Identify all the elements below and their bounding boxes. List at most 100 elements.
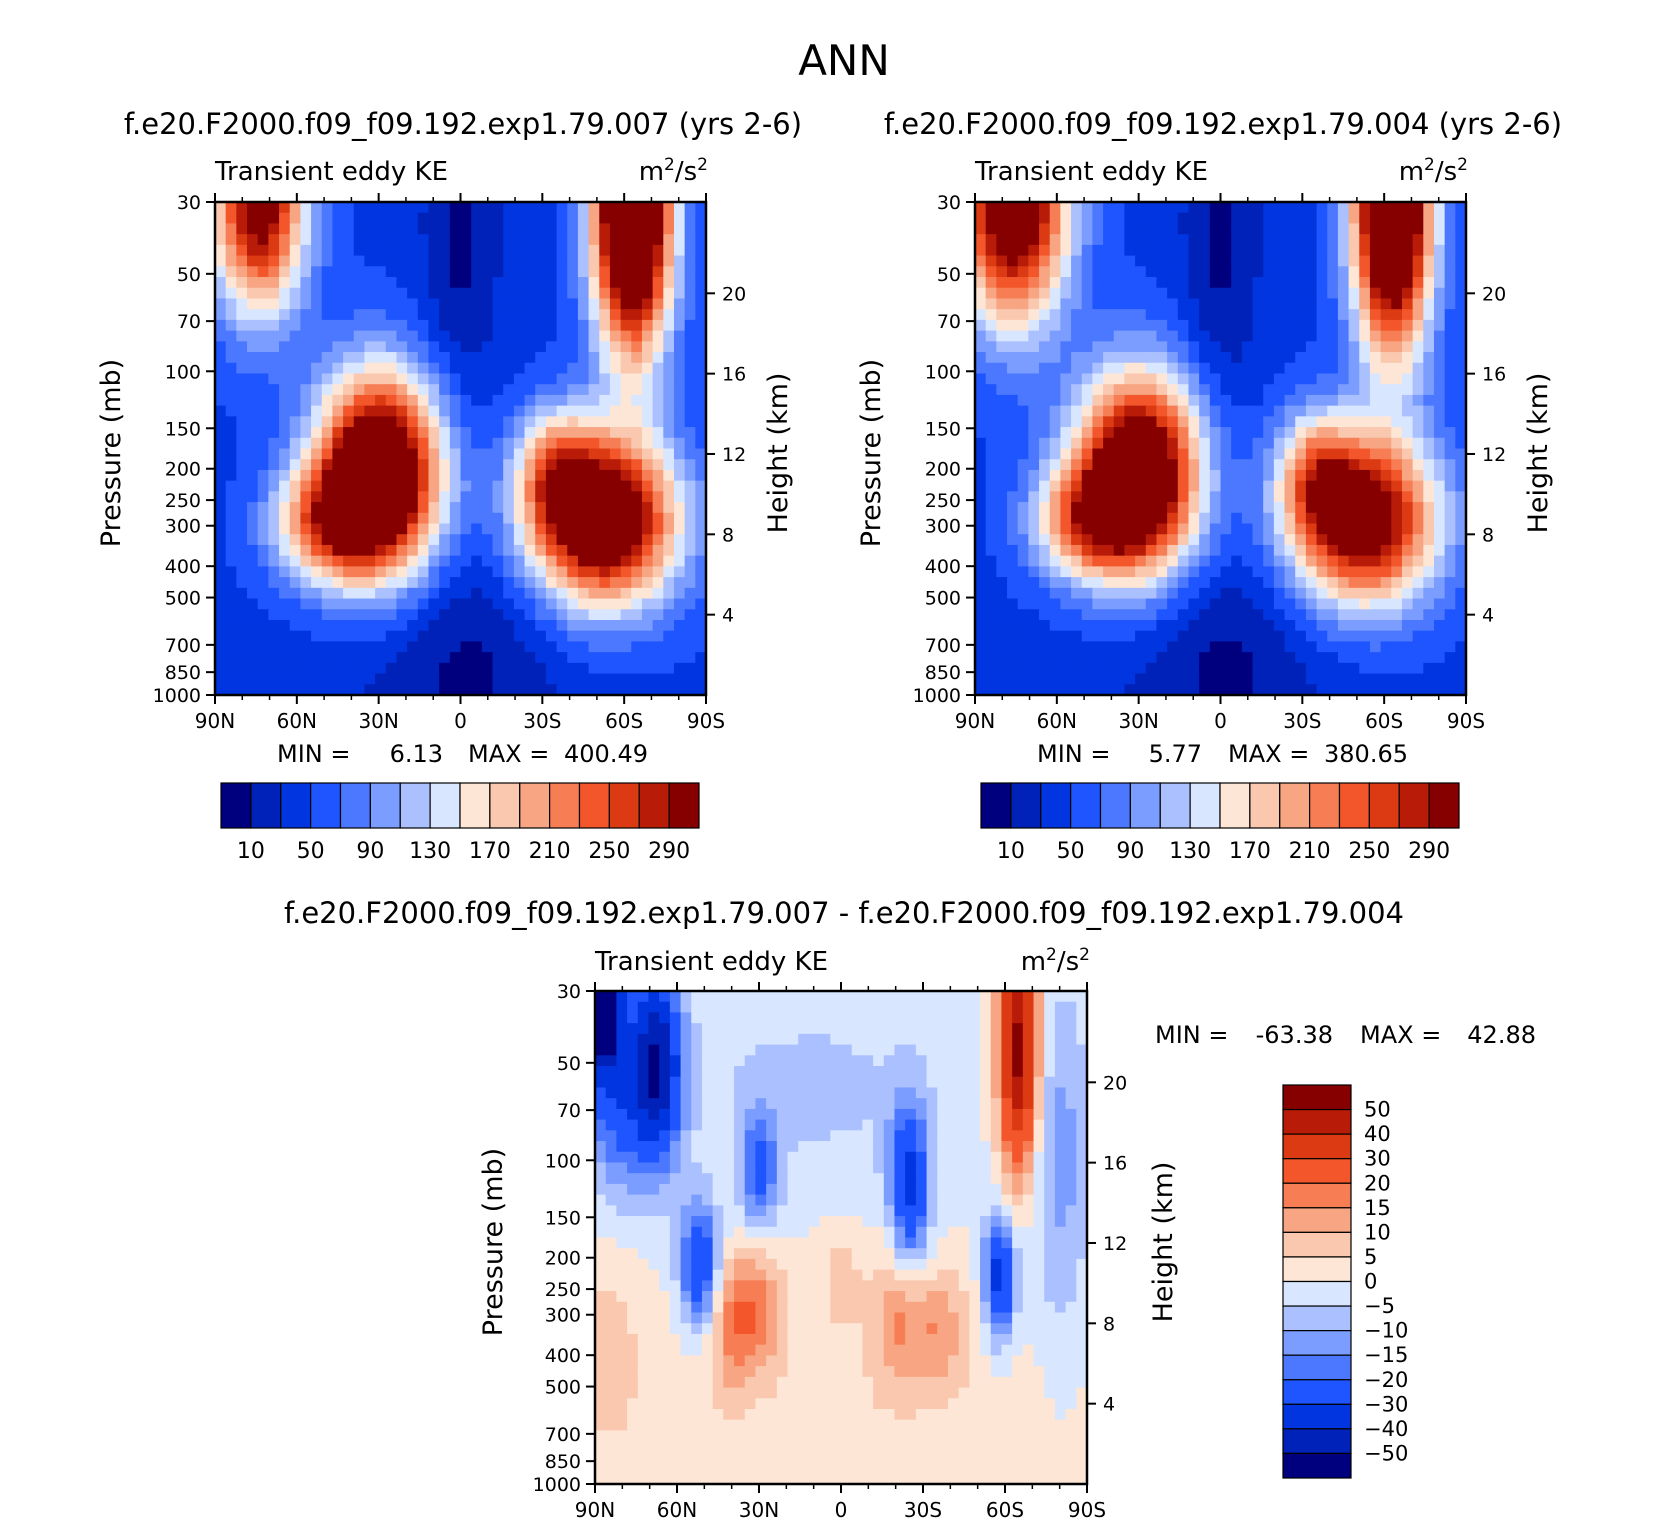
contour-cell <box>247 566 259 578</box>
contour-cell <box>460 630 472 643</box>
contour-cell <box>513 673 526 685</box>
contour-cell <box>1327 512 1339 525</box>
contour-cell <box>969 1055 981 1067</box>
contour-cell <box>428 469 440 482</box>
contour-cell <box>652 523 664 535</box>
contour-cell <box>343 309 355 321</box>
contour-cell <box>332 523 344 535</box>
contour-cell <box>1433 555 1446 567</box>
contour-cell <box>1188 373 1200 385</box>
contour-cell <box>225 384 237 396</box>
contour-cell <box>1369 266 1382 278</box>
contour-cell <box>1017 512 1029 525</box>
contour-cell <box>1071 502 1083 514</box>
contour-cell <box>1135 287 1147 300</box>
contour-cell <box>321 266 334 278</box>
contour-cell <box>577 459 590 471</box>
contour-cell <box>321 523 334 535</box>
contour-cell <box>321 480 334 492</box>
contour-cell <box>513 330 526 342</box>
contour-cell <box>1231 448 1243 460</box>
contour-cell <box>396 662 408 675</box>
contour-cell <box>1177 437 1190 450</box>
contour-cell <box>996 202 1008 214</box>
contour-cell <box>353 352 366 364</box>
contour-cell <box>439 202 451 214</box>
contour-cell <box>321 609 334 621</box>
contour-cell <box>975 587 987 600</box>
contour-cell <box>1391 202 1403 214</box>
contour-cell <box>1231 652 1243 664</box>
contour-cell <box>300 287 312 300</box>
contour-cell <box>1124 577 1136 589</box>
contour-cell <box>1017 298 1029 310</box>
contour-cell <box>1455 684 1467 696</box>
contour-cell <box>1033 1076 1045 1089</box>
contour-cell <box>1231 394 1243 407</box>
contour-cell <box>503 384 515 396</box>
contour-cell <box>1401 448 1414 460</box>
contour-cell <box>449 319 462 332</box>
contour-cell <box>1231 630 1243 643</box>
contour-cell <box>567 641 579 653</box>
contour-cell <box>1263 630 1275 643</box>
contour-cell <box>1337 502 1350 514</box>
contour-cell <box>513 298 526 310</box>
contour-cell <box>1113 266 1126 278</box>
contour-cell <box>1199 652 1211 664</box>
contour-cell <box>1188 202 1200 214</box>
contour-cell <box>905 1055 917 1067</box>
contour-cell <box>669 1076 682 1089</box>
contour-cell <box>1391 427 1403 439</box>
contour-cell <box>215 609 227 621</box>
contour-cell <box>460 652 472 664</box>
contour-cell <box>1156 641 1168 653</box>
contour-cell <box>1103 448 1115 460</box>
contour-cell <box>701 1012 714 1024</box>
contour-cell <box>1145 416 1158 428</box>
contour-cell <box>980 1044 992 1056</box>
contour-cell <box>449 480 462 492</box>
contour-cell <box>449 641 462 653</box>
contour-cell <box>1209 309 1222 321</box>
contour-cell <box>1167 673 1179 685</box>
contour-cell <box>652 555 664 567</box>
colorbar-swatch <box>1338 782 1370 829</box>
contour-cell <box>1401 202 1414 214</box>
contour-cell <box>1455 609 1467 621</box>
contour-cell <box>599 244 611 257</box>
contour-cell <box>247 523 259 535</box>
contour-cell <box>1433 202 1446 214</box>
contour-cell <box>311 362 323 375</box>
contour-cell <box>1092 652 1104 664</box>
contour-cell <box>641 673 654 685</box>
contour-cell <box>1273 309 1286 321</box>
contour-cell <box>524 641 536 653</box>
contour-cell <box>641 244 654 257</box>
contour-cell <box>460 341 472 353</box>
contour-cell <box>1092 512 1104 525</box>
contour-cell <box>1220 255 1232 267</box>
contour-cell <box>1423 544 1435 557</box>
contour-cell <box>1017 394 1029 407</box>
contour-cell <box>1113 652 1126 664</box>
contour-cell <box>1199 544 1211 557</box>
contour-cell <box>492 544 504 557</box>
contour-cell <box>808 1055 821 1067</box>
contour-cell <box>1412 223 1424 235</box>
contour-cell <box>641 662 654 675</box>
contour-cell <box>873 1001 885 1014</box>
contour-cell <box>1049 459 1061 471</box>
contour-cell <box>1305 416 1318 428</box>
contour-cell <box>1359 662 1371 675</box>
contour-cell <box>1295 662 1307 675</box>
contour-cell <box>595 1098 607 1110</box>
contour-cell <box>396 609 408 621</box>
contour-cell <box>588 512 600 525</box>
contour-plot <box>595 991 1088 1485</box>
contour-cell <box>257 298 269 310</box>
contour-cell <box>385 373 398 385</box>
contour-cell <box>300 652 312 664</box>
contour-cell <box>289 362 301 375</box>
contour-cell <box>996 287 1008 300</box>
